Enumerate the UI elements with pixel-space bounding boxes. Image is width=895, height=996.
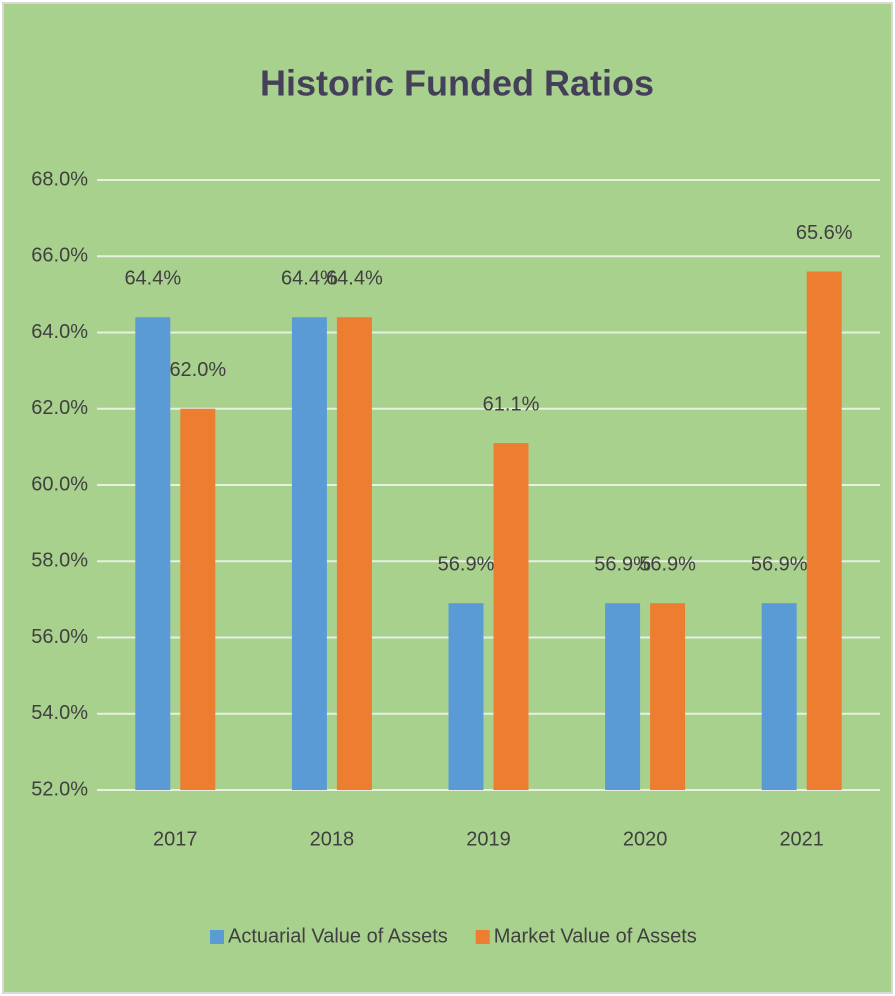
- y-tick-label: 54.0%: [31, 702, 88, 724]
- data-label: 56.9%: [751, 553, 808, 575]
- y-tick-label: 60.0%: [31, 473, 88, 495]
- data-label: 56.9%: [639, 553, 696, 575]
- data-label: 64.4%: [281, 268, 338, 290]
- legend-swatch: [475, 930, 490, 944]
- x-tick-label: 2019: [466, 828, 511, 850]
- legend-swatch: [210, 930, 224, 944]
- data-label: 64.4%: [124, 268, 181, 290]
- bar: [605, 603, 641, 790]
- x-tick-label: 2020: [623, 828, 668, 850]
- bar: [448, 603, 484, 790]
- x-tick-label: 2018: [310, 828, 355, 850]
- bar: [135, 317, 171, 790]
- y-tick-label: 58.0%: [31, 550, 88, 572]
- y-tick-label: 56.0%: [31, 626, 88, 648]
- bar: [761, 603, 797, 790]
- data-label: 56.9%: [438, 553, 495, 575]
- y-tick-label: 68.0%: [31, 168, 88, 190]
- bar: [336, 317, 372, 790]
- chart-title: Historic Funded Ratios: [260, 63, 654, 104]
- bar: [493, 443, 529, 790]
- bar: [650, 603, 686, 790]
- bar: [180, 408, 216, 790]
- data-label: 62.0%: [169, 359, 226, 381]
- y-tick-label: 64.0%: [31, 321, 88, 343]
- x-tick-label: 2021: [779, 828, 824, 850]
- y-tick-label: 52.0%: [31, 778, 88, 800]
- x-tick-label: 2017: [153, 828, 198, 850]
- y-tick-label: 62.0%: [31, 397, 88, 419]
- y-tick-label: 66.0%: [31, 245, 88, 267]
- data-label: 61.1%: [483, 393, 540, 415]
- legend-label: Market Value of Assets: [494, 925, 697, 947]
- legend-label: Actuarial Value of Assets: [228, 925, 448, 947]
- bar: [291, 317, 327, 790]
- data-label: 64.4%: [326, 268, 383, 290]
- data-label: 65.6%: [796, 222, 853, 244]
- data-label: 56.9%: [594, 553, 651, 575]
- bar: [806, 271, 842, 790]
